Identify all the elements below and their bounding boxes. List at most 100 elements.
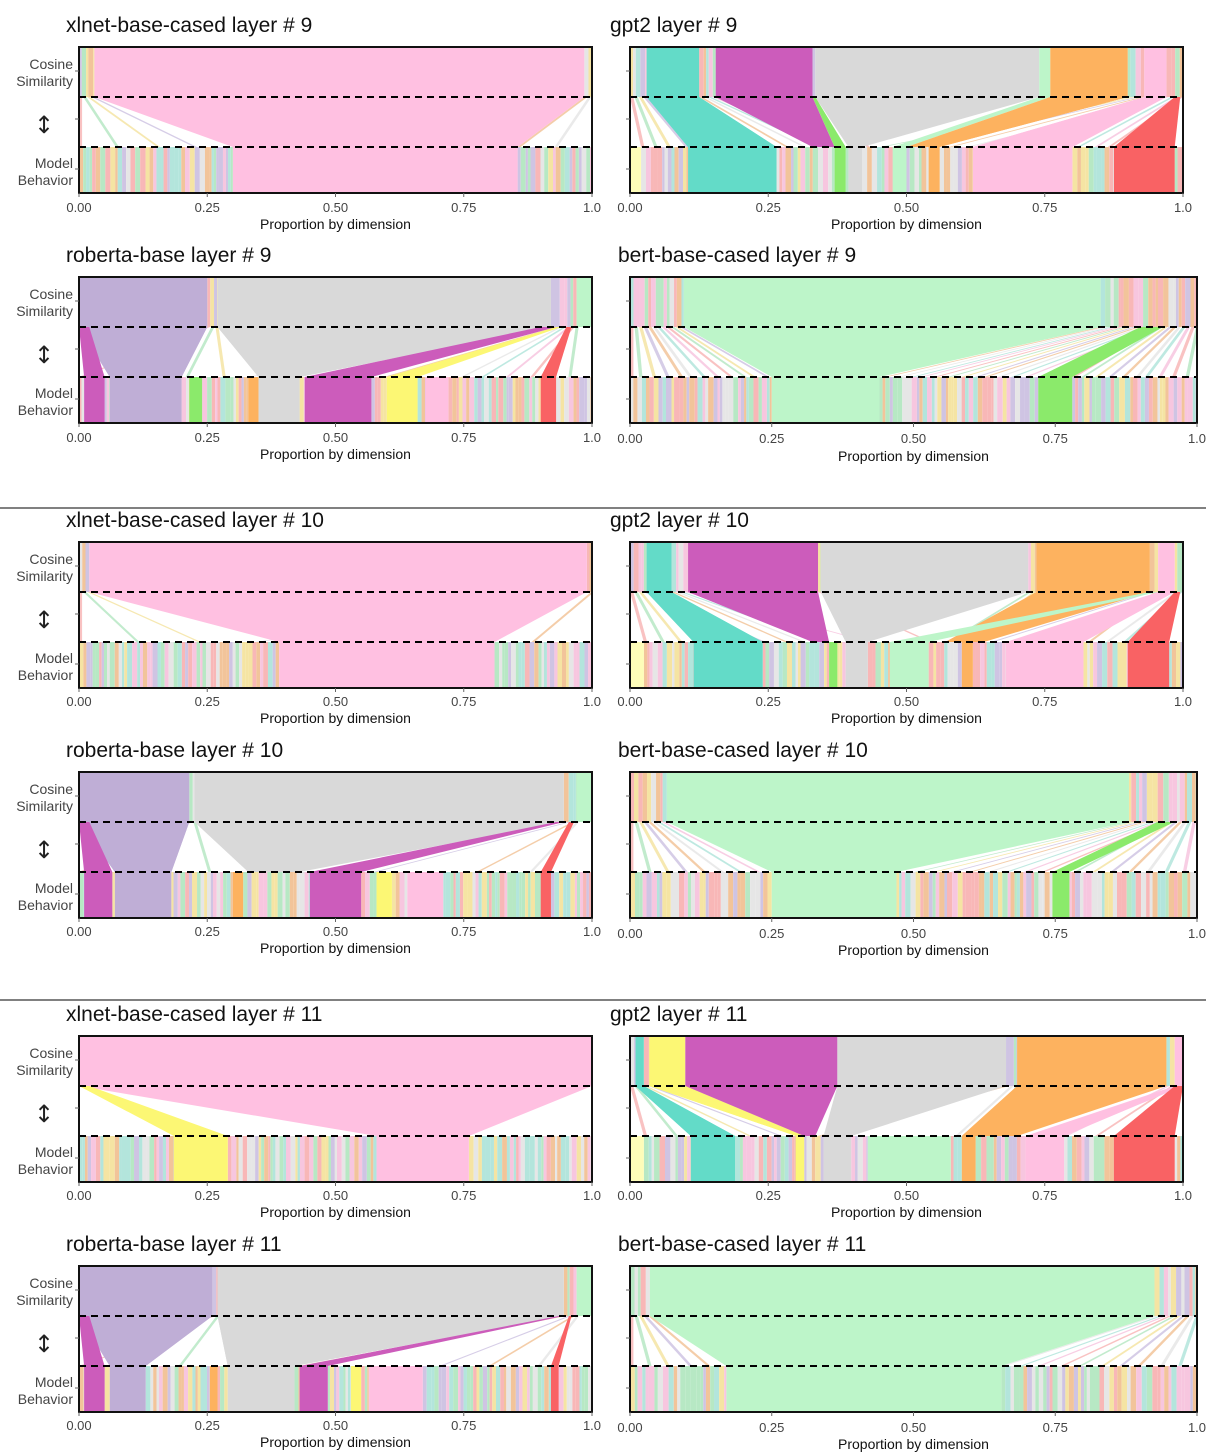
y-label-behavior: Behavior (18, 897, 74, 913)
chart-title: roberta-base layer # 11 (66, 1233, 282, 1256)
x-tick-label: 1.0 (1174, 200, 1192, 215)
thin-category-stripe-bottom (487, 1366, 490, 1412)
thin-category-stripe-top (1146, 772, 1153, 822)
thin-category-stripe-bottom (334, 1366, 337, 1412)
thin-category-stripe-bottom (343, 1366, 346, 1412)
thin-flow-ribbon (969, 822, 1146, 872)
thin-category-stripe-bottom (1086, 1366, 1090, 1412)
thin-category-stripe-top (1006, 1036, 1010, 1086)
thin-category-stripe-bottom (218, 147, 223, 193)
thin-category-stripe-bottom (1168, 377, 1174, 423)
thin-category-stripe-bottom (1127, 1366, 1131, 1412)
thin-category-stripe-bottom (837, 642, 840, 688)
behavior-block-pink (279, 642, 495, 688)
thin-category-stripe-bottom (1093, 642, 1098, 688)
thin-category-stripe-bottom (915, 872, 921, 918)
thin-category-stripe-bottom (515, 377, 519, 423)
thin-category-stripe-bottom (576, 642, 580, 688)
thin-category-stripe-bottom (1177, 1136, 1181, 1182)
thin-category-stripe-bottom (563, 1366, 567, 1412)
thin-category-stripe-bottom (474, 377, 478, 423)
thin-category-stripe-bottom (1130, 377, 1133, 423)
thin-category-stripe-bottom (1001, 1136, 1005, 1182)
thin-flow-ribbon (661, 822, 761, 872)
thin-category-stripe-bottom (453, 872, 456, 918)
thin-flow-ribbon (488, 1316, 576, 1366)
thin-category-stripe-bottom (550, 1136, 556, 1182)
thin-category-stripe-bottom (103, 1136, 106, 1182)
thin-category-stripe-top (1184, 772, 1188, 822)
thin-category-stripe-bottom (541, 642, 545, 688)
thin-category-stripe-bottom (1181, 1366, 1185, 1412)
y-label-similarity: Similarity (16, 1062, 73, 1078)
thin-flow-ribbon (911, 327, 1114, 377)
thin-category-stripe-top (663, 277, 667, 327)
thin-category-stripe-bottom (797, 642, 801, 688)
thin-category-stripe-bottom (1097, 642, 1103, 688)
thin-category-stripe-bottom (719, 1366, 725, 1412)
thin-category-stripe-top (651, 772, 657, 822)
thin-category-stripe-bottom (728, 377, 734, 423)
thin-category-stripe-bottom (103, 642, 108, 688)
thin-category-stripe-bottom (163, 147, 168, 193)
thin-category-stripe-bottom (662, 872, 667, 918)
thin-category-stripe-bottom (998, 872, 1003, 918)
thin-category-stripe-bottom (677, 1366, 681, 1412)
thin-category-stripe-bottom (645, 1366, 649, 1412)
thin-category-stripe-bottom (733, 377, 739, 423)
thin-category-stripe-top (1177, 542, 1183, 592)
thin-category-stripe-bottom (529, 1366, 533, 1412)
chart-title: gpt2 layer # 9 (610, 14, 737, 37)
thin-category-stripe-bottom (91, 1136, 96, 1182)
thin-category-stripe-bottom (95, 642, 100, 688)
thin-category-stripe-bottom (546, 1136, 551, 1182)
thin-category-stripe-bottom (529, 377, 533, 423)
thin-category-stripe-bottom (694, 872, 700, 918)
thin-category-stripe-bottom (452, 377, 457, 423)
thin-flow-ribbon (1076, 97, 1175, 147)
thin-category-stripe-top (1155, 277, 1158, 327)
thin-category-stripe-top (575, 772, 577, 822)
thin-category-stripe-bottom (299, 872, 305, 918)
thin-category-stripe-bottom (339, 1366, 344, 1412)
thin-category-stripe-bottom (142, 1136, 147, 1182)
thin-category-stripe-bottom (554, 872, 560, 918)
thin-category-stripe-bottom (586, 377, 591, 423)
x-axis-label: Proportion by dimension (260, 710, 411, 726)
thin-category-stripe-top (1192, 1266, 1196, 1316)
thin-category-stripe-bottom (580, 872, 584, 918)
thin-category-stripe-bottom (524, 1136, 530, 1182)
thin-category-stripe-top (555, 277, 560, 327)
x-tick-label: 0.75 (451, 694, 476, 709)
thin-category-stripe-bottom (180, 872, 186, 918)
thin-category-stripe-bottom (1035, 1366, 1039, 1412)
x-axis-label: Proportion by dimension (260, 940, 411, 956)
thin-category-stripe-bottom (1174, 872, 1178, 918)
thin-category-stripe-bottom (446, 1366, 450, 1412)
thin-category-stripe-bottom (662, 1366, 669, 1412)
thin-category-stripe-top (1105, 277, 1111, 327)
thin-category-stripe-bottom (703, 1366, 706, 1412)
thin-category-stripe-bottom (140, 642, 143, 688)
thin-category-stripe-bottom (651, 1136, 655, 1182)
thin-category-stripe-bottom (986, 642, 992, 688)
x-tick-label: 0.75 (1043, 431, 1068, 446)
thin-category-stripe-bottom (688, 642, 694, 688)
cosine-block-lavender (79, 1266, 213, 1316)
thin-category-stripe-bottom (200, 872, 205, 918)
thin-category-stripe-top (706, 47, 709, 97)
x-tick-label: 0.25 (759, 926, 784, 941)
thin-category-stripe-bottom (754, 1136, 759, 1182)
x-tick-label: 0.00 (617, 431, 642, 446)
thin-category-stripe-bottom (1104, 147, 1107, 193)
thin-category-stripe-bottom (645, 147, 651, 193)
behavior-block-grey (823, 1136, 852, 1182)
thin-category-stripe-bottom (507, 872, 513, 918)
thin-category-stripe-top (1152, 277, 1156, 327)
thin-category-stripe-bottom (769, 377, 772, 423)
thin-category-stripe-bottom (247, 1136, 252, 1182)
thin-flow-ribbon (178, 1316, 220, 1366)
thin-category-stripe-bottom (1081, 1136, 1085, 1182)
